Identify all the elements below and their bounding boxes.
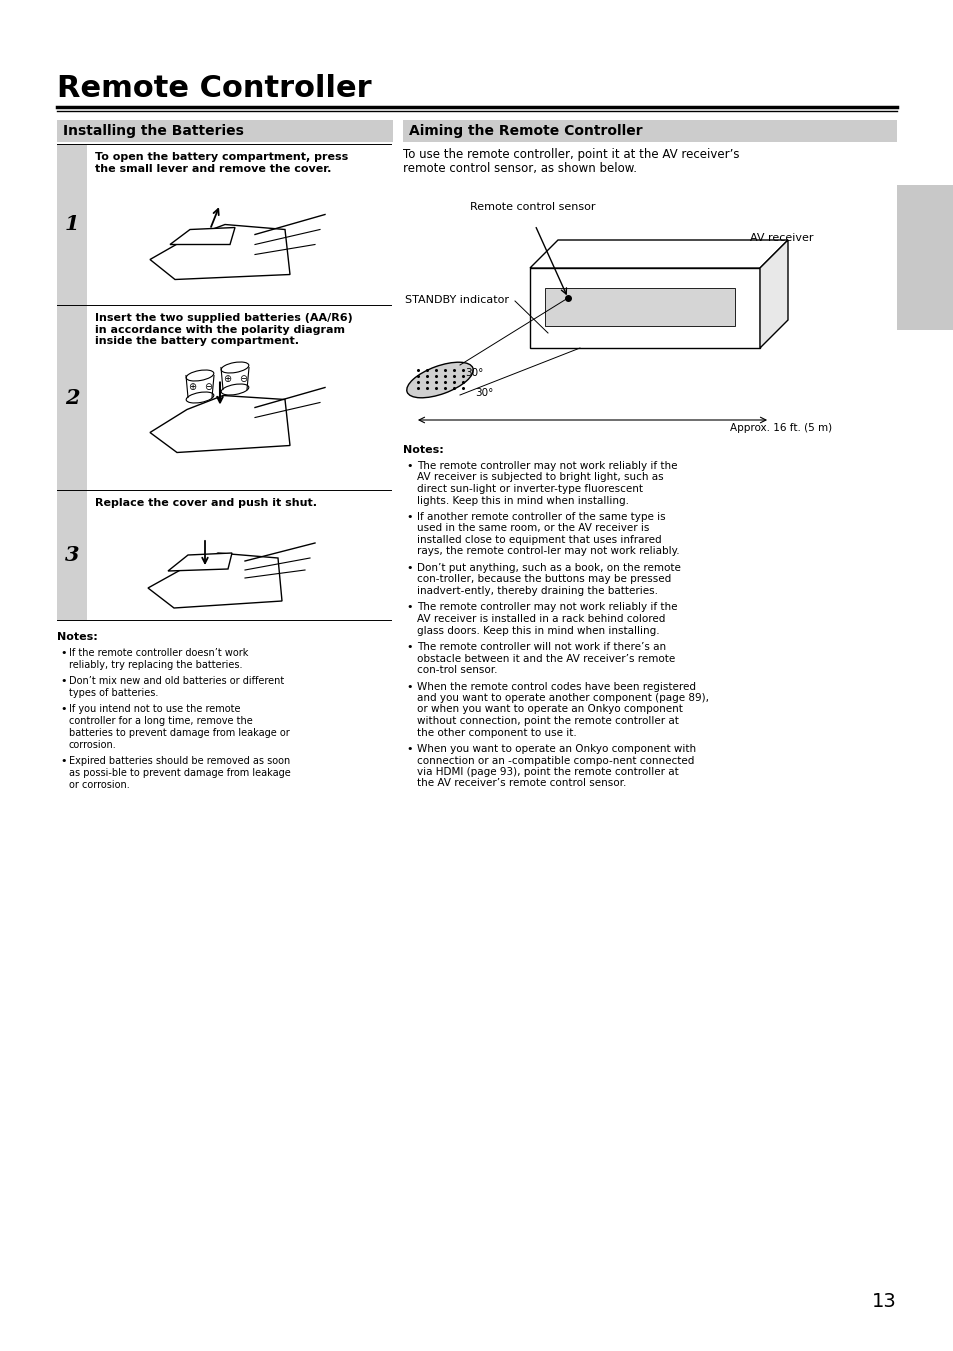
Text: obstacle between it and the AV receiver’s remote: obstacle between it and the AV receiver’… <box>416 654 675 663</box>
Text: If another remote controller of the same type is: If another remote controller of the same… <box>416 512 665 521</box>
Text: AV receiver: AV receiver <box>749 232 813 243</box>
Text: Don’t put anything, such as a book, on the remote: Don’t put anything, such as a book, on t… <box>416 563 680 573</box>
Bar <box>57 490 87 620</box>
Text: To open the battery compartment, press
the small lever and remove the cover.: To open the battery compartment, press t… <box>95 153 348 173</box>
Text: If you intend not to use the remote: If you intend not to use the remote <box>69 704 240 713</box>
Text: Approx. 16 ft. (5 m): Approx. 16 ft. (5 m) <box>729 423 831 434</box>
Text: •: • <box>406 512 412 521</box>
Text: 30°: 30° <box>464 367 483 378</box>
Text: •: • <box>60 676 67 686</box>
Polygon shape <box>530 240 787 267</box>
Ellipse shape <box>221 362 249 373</box>
Text: Insert the two supplied batteries (AA/R6)
in accordance with the polarity diagra: Insert the two supplied batteries (AA/R6… <box>95 313 353 346</box>
Text: •: • <box>406 603 412 612</box>
Text: 2: 2 <box>65 388 79 408</box>
Text: Remote control sensor: Remote control sensor <box>470 203 595 212</box>
Text: •: • <box>406 461 412 471</box>
Text: 30°: 30° <box>475 388 493 399</box>
Text: When the remote control codes have been registered: When the remote control codes have been … <box>416 681 696 692</box>
Text: rays, the remote control-ler may not work reliably.: rays, the remote control-ler may not wor… <box>416 547 679 557</box>
Text: controller for a long time, remove the: controller for a long time, remove the <box>69 716 253 725</box>
Text: Notes:: Notes: <box>402 444 443 455</box>
Ellipse shape <box>186 392 213 403</box>
Text: Notes:: Notes: <box>57 632 97 642</box>
Text: The remote controller will not work if there’s an: The remote controller will not work if t… <box>416 642 665 653</box>
Polygon shape <box>168 553 232 571</box>
Text: •: • <box>60 704 67 713</box>
Text: Remote Controller: Remote Controller <box>57 74 372 103</box>
Text: connection or an -compatible compo-nent connected: connection or an -compatible compo-nent … <box>416 755 694 766</box>
Bar <box>57 120 393 142</box>
Text: To use the remote controller, point it at the AV receiver’s: To use the remote controller, point it a… <box>402 149 739 161</box>
Text: •: • <box>406 563 412 573</box>
Bar <box>402 120 896 142</box>
Text: direct sun-light or inverter-type fluorescent: direct sun-light or inverter-type fluore… <box>416 484 642 494</box>
Text: types of batteries.: types of batteries. <box>69 688 158 698</box>
Text: Aiming the Remote Controller: Aiming the Remote Controller <box>409 124 642 138</box>
Text: corrosion.: corrosion. <box>69 740 116 750</box>
Text: 3: 3 <box>65 544 79 565</box>
Text: The remote controller may not work reliably if the: The remote controller may not work relia… <box>416 603 677 612</box>
Text: •: • <box>406 681 412 692</box>
Text: If the remote controller doesn’t work: If the remote controller doesn’t work <box>69 648 248 658</box>
Bar <box>530 267 760 349</box>
Bar <box>896 185 953 330</box>
Bar <box>57 145 87 305</box>
Text: used in the same room, or the AV receiver is: used in the same room, or the AV receive… <box>416 523 649 534</box>
Text: batteries to prevent damage from leakage or: batteries to prevent damage from leakage… <box>69 728 290 738</box>
Text: via HDMI (page 93), point the remote controller at: via HDMI (page 93), point the remote con… <box>416 767 678 777</box>
Text: AV receiver is subjected to bright light, such as: AV receiver is subjected to bright light… <box>416 473 663 482</box>
Text: •: • <box>406 642 412 653</box>
Text: or when you want to operate an Onkyo component: or when you want to operate an Onkyo com… <box>416 704 682 715</box>
Text: lights. Keep this in mind when installing.: lights. Keep this in mind when installin… <box>416 496 628 505</box>
Ellipse shape <box>186 370 213 381</box>
Text: Replace the cover and push it shut.: Replace the cover and push it shut. <box>95 499 316 508</box>
Text: inadvert-ently, thereby draining the batteries.: inadvert-ently, thereby draining the bat… <box>416 586 658 596</box>
Bar <box>544 288 734 326</box>
Text: •: • <box>406 744 412 754</box>
Text: con-troller, because the buttons may be pressed: con-troller, because the buttons may be … <box>416 574 671 585</box>
Polygon shape <box>170 227 234 245</box>
Text: Expired batteries should be removed as soon: Expired batteries should be removed as s… <box>69 757 290 766</box>
Text: When you want to operate an Onkyo component with: When you want to operate an Onkyo compon… <box>416 744 696 754</box>
Bar <box>57 305 87 490</box>
Text: as possi-ble to prevent damage from leakage: as possi-ble to prevent damage from leak… <box>69 767 291 778</box>
Text: STANDBY indicator: STANDBY indicator <box>405 295 509 305</box>
Text: Don’t mix new and old batteries or different: Don’t mix new and old batteries or diffe… <box>69 676 284 686</box>
Text: con-trol sensor.: con-trol sensor. <box>416 665 497 676</box>
Text: the other component to use it.: the other component to use it. <box>416 727 577 738</box>
Text: ⊖: ⊖ <box>204 381 212 392</box>
Text: •: • <box>60 648 67 658</box>
Text: The remote controller may not work reliably if the: The remote controller may not work relia… <box>416 461 677 471</box>
Text: ⊕: ⊕ <box>223 373 231 384</box>
Polygon shape <box>148 553 282 608</box>
Text: remote control sensor, as shown below.: remote control sensor, as shown below. <box>402 162 637 176</box>
Text: Installing the Batteries: Installing the Batteries <box>63 124 244 138</box>
Text: ⊕: ⊕ <box>188 381 196 392</box>
Text: and you want to operate another component (page 89),: and you want to operate another componen… <box>416 693 708 703</box>
Text: the AV receiver’s remote control sensor.: the AV receiver’s remote control sensor. <box>416 778 626 789</box>
Text: 13: 13 <box>871 1292 896 1310</box>
Text: installed close to equipment that uses infrared: installed close to equipment that uses i… <box>416 535 661 544</box>
Ellipse shape <box>406 362 473 397</box>
Text: •: • <box>60 757 67 766</box>
Text: or corrosion.: or corrosion. <box>69 780 130 790</box>
Polygon shape <box>150 396 290 453</box>
Text: reliably, try replacing the batteries.: reliably, try replacing the batteries. <box>69 661 242 670</box>
Text: without connection, point the remote controller at: without connection, point the remote con… <box>416 716 679 725</box>
Text: ⊖: ⊖ <box>238 373 247 384</box>
Text: 1: 1 <box>65 215 79 235</box>
Polygon shape <box>150 224 290 280</box>
Text: glass doors. Keep this in mind when installing.: glass doors. Keep this in mind when inst… <box>416 626 659 635</box>
Polygon shape <box>760 240 787 349</box>
Ellipse shape <box>221 384 249 394</box>
Text: AV receiver is installed in a rack behind colored: AV receiver is installed in a rack behin… <box>416 613 664 624</box>
